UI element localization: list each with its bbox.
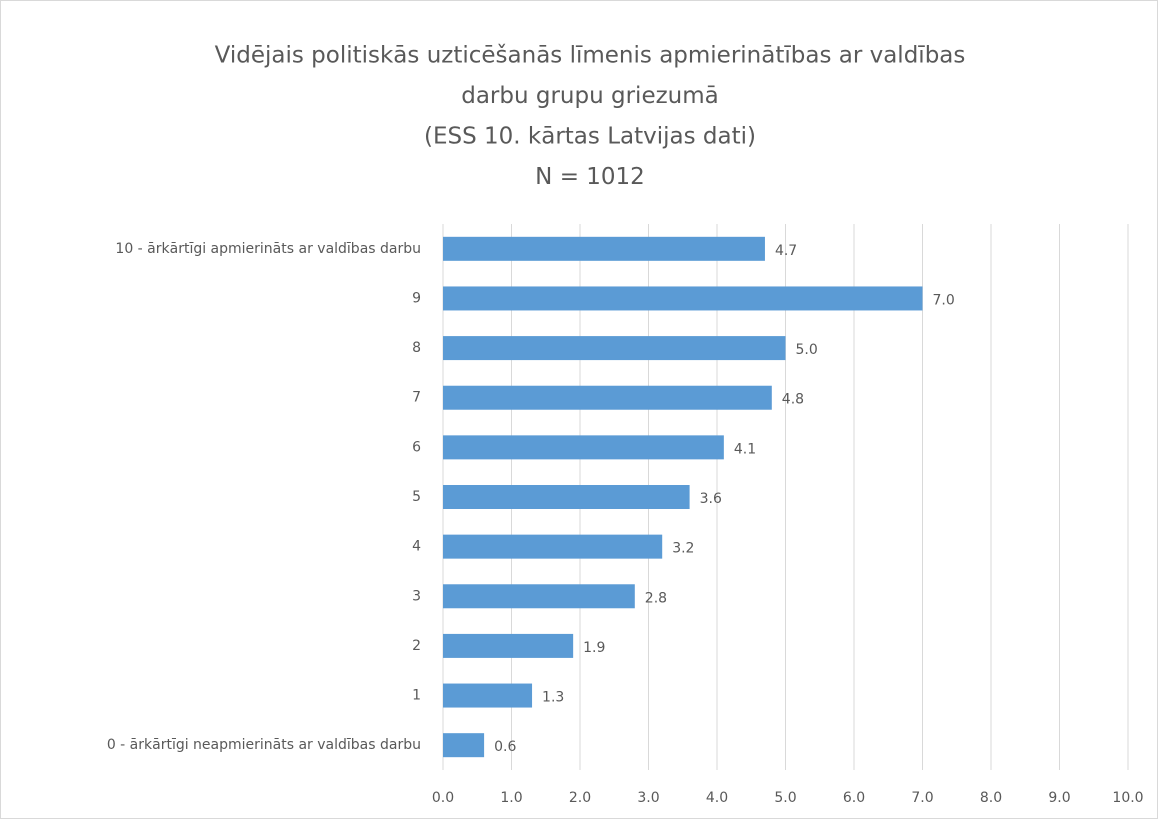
bar — [443, 485, 690, 509]
data-label: 2.8 — [645, 590, 667, 606]
bar — [443, 534, 663, 559]
data-label: 5.0 — [796, 342, 818, 358]
x-tick-label: 2.0 — [569, 790, 591, 806]
x-tick-label: 8.0 — [980, 790, 1002, 806]
x-tick-label: 3.0 — [637, 790, 659, 806]
data-label: 0.6 — [494, 739, 516, 755]
x-tick-label: 6.0 — [843, 790, 865, 806]
bar — [443, 236, 765, 261]
chart-title: Vidējais politiskās uzticēšanās līmenis … — [215, 43, 966, 69]
x-tick-label: 4.0 — [706, 790, 728, 806]
bar — [443, 633, 574, 658]
chart-title: (ESS 10. kārtas Latvijas dati) — [424, 124, 756, 150]
bar — [443, 733, 485, 758]
bar — [443, 683, 533, 708]
bar — [443, 385, 772, 410]
bar — [443, 435, 724, 460]
y-tick-label: 0 - ārkārtīgi neapmierināts ar valdības … — [107, 737, 421, 753]
data-label: 7.0 — [933, 292, 955, 308]
x-tick-label: 1.0 — [500, 790, 522, 806]
bar — [443, 286, 923, 311]
y-tick-label: 4 — [412, 539, 421, 555]
x-tick-label: 9.0 — [1048, 790, 1070, 806]
y-tick-label: 7 — [412, 390, 421, 406]
chart-title: N = 1012 — [535, 164, 645, 190]
chart-title: darbu grupu griezumā — [461, 83, 719, 109]
x-tick-label: 0.0 — [432, 790, 454, 806]
x-tick-label: 5.0 — [774, 790, 796, 806]
y-tick-label: 1 — [412, 688, 421, 704]
y-tick-label: 9 — [412, 290, 421, 306]
bar — [443, 584, 635, 609]
y-tick-label: 10 - ārkārtīgi apmierināts ar valdības d… — [115, 241, 421, 257]
y-tick-label: 5 — [412, 489, 421, 505]
y-tick-label: 2 — [412, 638, 421, 654]
data-label: 4.8 — [782, 392, 804, 408]
data-label: 1.3 — [542, 690, 564, 706]
data-label: 3.2 — [672, 541, 694, 557]
x-tick-label: 7.0 — [911, 790, 933, 806]
data-label: 1.9 — [583, 640, 605, 656]
data-label: 3.6 — [700, 491, 722, 507]
bar — [443, 336, 786, 361]
y-tick-label: 8 — [412, 340, 421, 356]
data-label: 4.1 — [734, 441, 756, 457]
x-tick-label: 10.0 — [1112, 790, 1143, 806]
y-tick-label: 6 — [412, 439, 421, 455]
y-tick-label: 3 — [412, 588, 421, 604]
data-label: 4.7 — [775, 243, 797, 259]
